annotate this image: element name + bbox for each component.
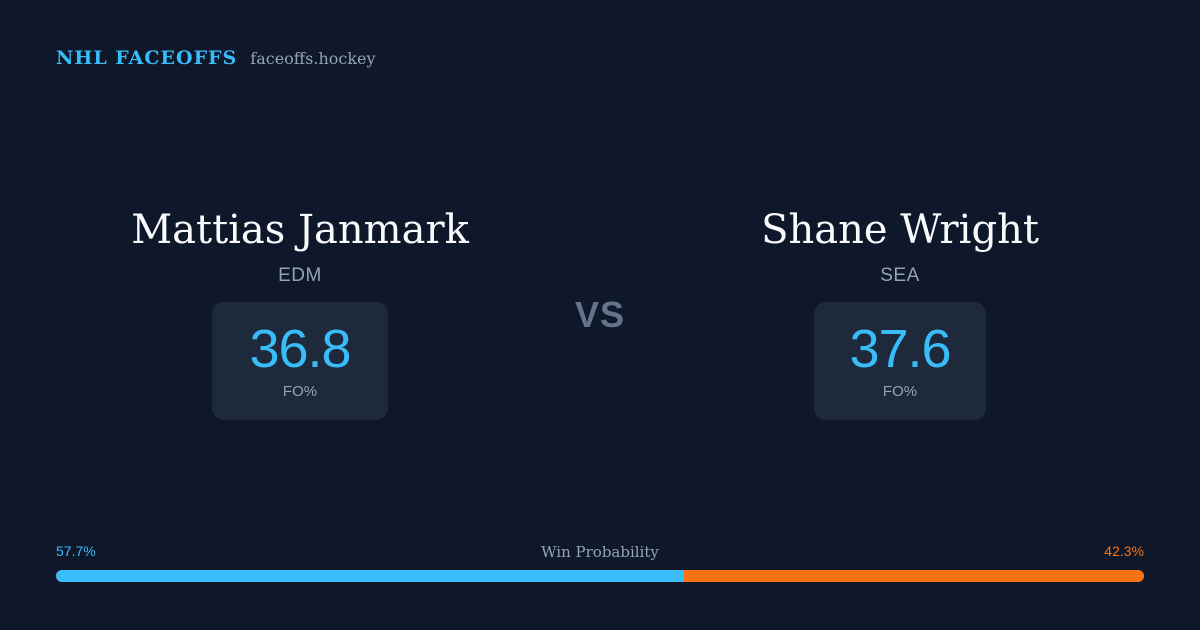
brand-header: NHL FACEOFFS faceoffs.hockey	[56, 47, 376, 69]
player-right-team: SEA	[880, 265, 920, 286]
player-right-name: Shane Wright	[761, 207, 1039, 253]
player-right-fo-label: FO%	[882, 383, 918, 400]
player-left-team: EDM	[278, 265, 322, 286]
vs-label: VS	[574, 294, 626, 335]
player-right-fo-value: 37.6	[849, 319, 951, 379]
brand-name: NHL FACEOFFS	[56, 47, 238, 69]
player-left-stat-card: 36.8 FO%	[212, 302, 388, 420]
player-left-fo-value: 36.8	[249, 319, 351, 379]
player-left-name: Mattias Janmark	[131, 207, 469, 253]
win-probability-right-value: 42.3%	[1104, 543, 1144, 559]
win-probability-bar	[56, 570, 1144, 582]
player-left-fo-label: FO%	[282, 383, 318, 400]
win-probability-left-value: 57.7%	[56, 543, 96, 559]
win-probability-title: Win Probability	[541, 543, 659, 561]
player-right: Shane Wright SEA	[660, 204, 1140, 287]
player-left: Mattias Janmark EDM	[60, 204, 540, 287]
win-probability-labels: 57.7% Win Probability 42.3%	[56, 543, 1144, 563]
player-right-stat-card: 37.6 FO%	[814, 302, 986, 420]
win-probability-left-fill	[56, 570, 684, 582]
win-probability-right-fill	[683, 570, 1144, 582]
brand-site: faceoffs.hockey	[250, 49, 376, 68]
